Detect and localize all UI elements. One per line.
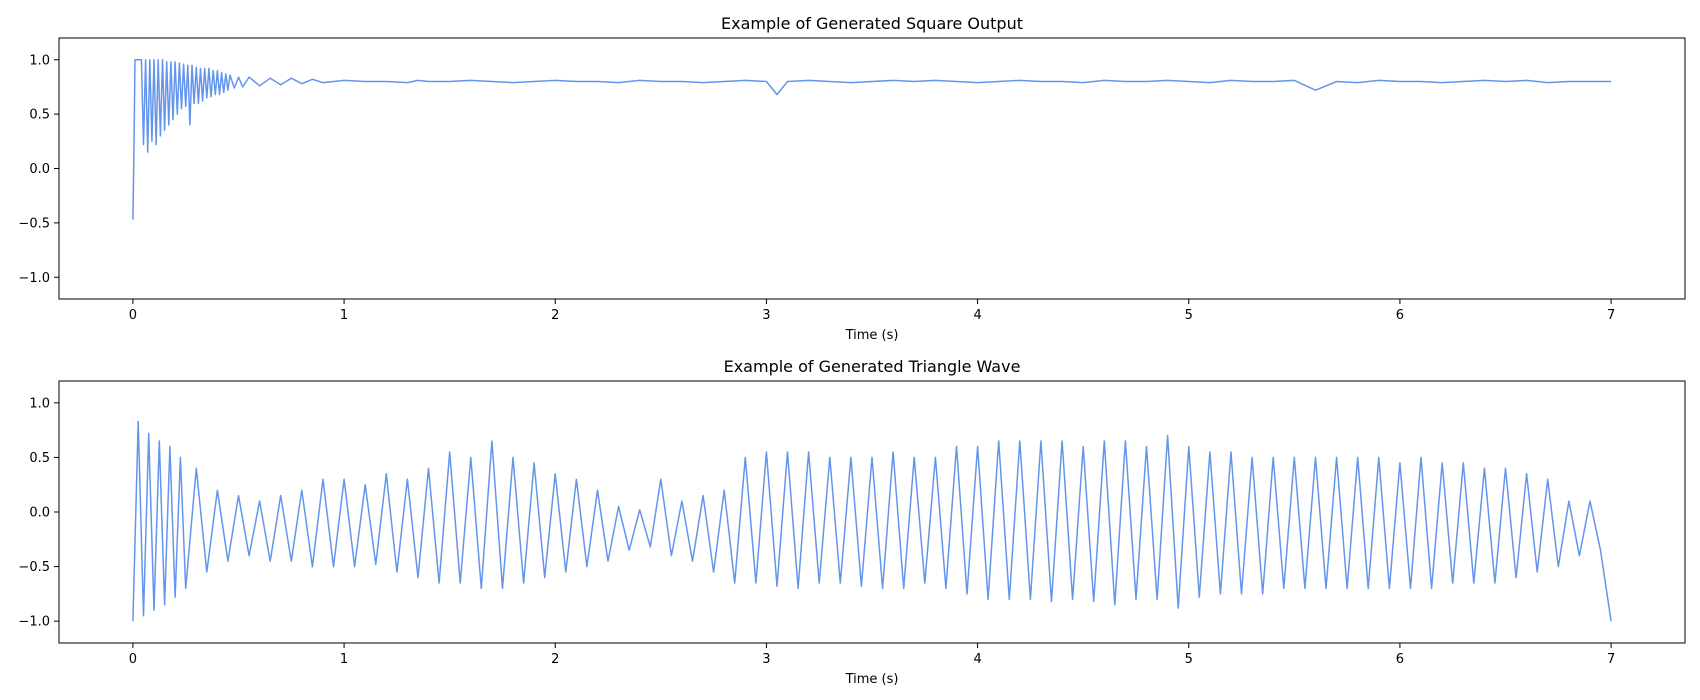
subplot-triangle-wave: 0 1 2 3 4 5 6 7 −1.0 −0.5 0.0 0.5 1.0 Example of Gene… (18, 357, 1686, 687)
series-line-0-0 (132, 58, 1612, 220)
x-tick-label: 1 (340, 652, 348, 667)
x-tick-label: 1 (340, 308, 348, 323)
y-tick-label: −0.5 (18, 216, 50, 231)
x-tick-label: 3 (762, 652, 770, 667)
y-tick-label: 1.0 (29, 396, 50, 411)
chart-title: Example of Generated Triangle Wave (724, 357, 1021, 376)
x-tick-label: 7 (1607, 308, 1615, 323)
x-tick-label: 7 (1607, 652, 1615, 667)
subplot-square-output: 0 1 2 3 4 5 6 7 −1.0 −0.5 0.0 0.5 1.0 Example of Gene… (18, 14, 1686, 343)
axes-frame (58, 380, 1686, 644)
x-tick-label: 3 (762, 308, 770, 323)
y-tick-label: −1.0 (18, 615, 50, 630)
y-tick-label: 0.0 (29, 162, 50, 177)
chart-title: Example of Generated Square Output (721, 14, 1023, 33)
x-tick-label: 6 (1396, 308, 1404, 323)
axes-frame (58, 37, 1686, 300)
x-axis-label: Time (s) (845, 328, 899, 343)
x-tick-label: 5 (1185, 652, 1193, 667)
x-tick-label: 4 (973, 652, 981, 667)
x-tick-label: 6 (1396, 652, 1404, 667)
y-tick-label: 0.5 (29, 451, 50, 466)
y-tick-label: −0.5 (18, 560, 50, 575)
series-line-1-0 (132, 420, 1612, 622)
x-tick-label: 5 (1185, 308, 1193, 323)
x-tick-label: 0 (129, 308, 137, 323)
y-tick-label: 0.0 (29, 506, 50, 521)
x-tick-label: 2 (551, 308, 559, 323)
y-tick-label: 1.0 (29, 53, 50, 68)
y-tick-label: 0.5 (29, 108, 50, 123)
x-tick-label: 0 (129, 652, 137, 667)
x-tick-label: 4 (973, 308, 981, 323)
x-axis-label: Time (s) (845, 672, 899, 687)
x-tick-label: 2 (551, 652, 559, 667)
y-tick-label: −1.0 (18, 271, 50, 286)
